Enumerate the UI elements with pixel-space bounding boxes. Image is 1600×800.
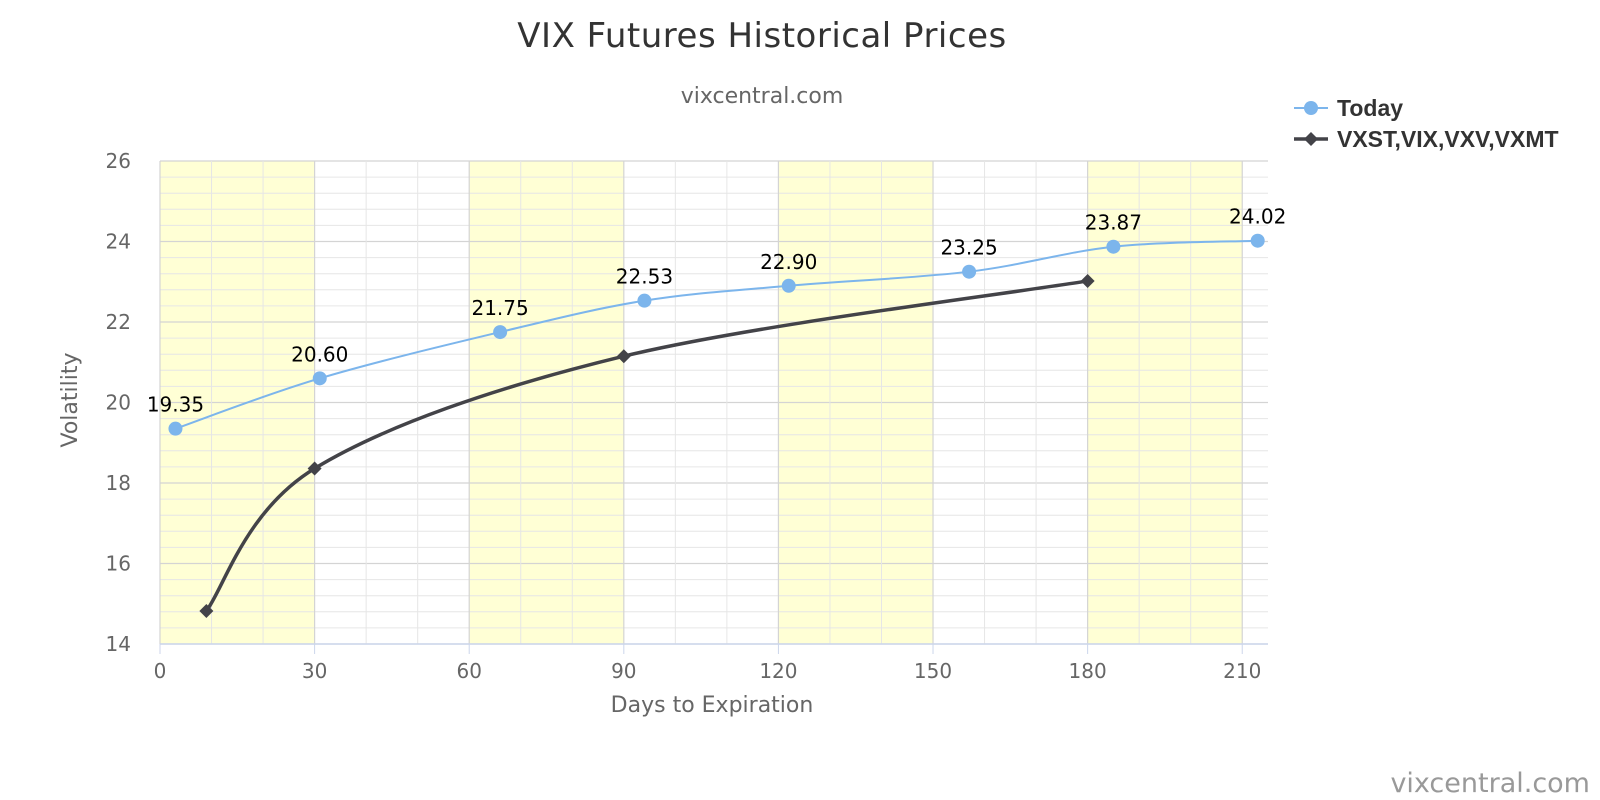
x-tick-label: 120: [759, 659, 797, 683]
data-point[interactable]: [616, 349, 631, 364]
x-tick-label: 30: [302, 659, 327, 683]
series-1: [199, 273, 1095, 618]
y-tick-label: 18: [106, 471, 131, 495]
data-point[interactable]: [781, 278, 796, 293]
axes: 0 30 60 90 120 150 180 210 14 16 18 20 22 24 26: [106, 149, 1268, 683]
data-label: 21.75: [471, 296, 528, 320]
data-point[interactable]: [637, 293, 652, 308]
x-tick-label: 0: [154, 659, 167, 683]
data-label: 24.02: [1229, 205, 1286, 229]
y-axis-title: Volatility: [58, 352, 83, 447]
y-tick-label: 16: [106, 552, 131, 576]
x-tick-label: 90: [611, 659, 636, 683]
legend-label: VXST,VIX,VXV,VXMT: [1337, 126, 1559, 152]
x-tick-label: 60: [456, 659, 481, 683]
x-tick-label: 210: [1223, 659, 1261, 683]
series-line: [175, 239, 1258, 430]
data-point[interactable]: [962, 264, 977, 279]
series-line: [204, 279, 1088, 613]
x-tick-label: 150: [914, 659, 952, 683]
data-point[interactable]: [199, 603, 214, 618]
y-tick-label: 24: [106, 230, 131, 254]
y-tick-label: 14: [106, 632, 131, 656]
y-tick-label: 22: [106, 310, 131, 334]
legend-item[interactable]: VXST,VIX,VXV,VXMT: [1294, 126, 1559, 152]
legend-diamond-icon: [1304, 132, 1318, 146]
y-tick-label: 26: [106, 149, 131, 173]
chart-credit: vixcentral.com: [1390, 768, 1590, 799]
data-label: 23.25: [940, 236, 997, 260]
x-axis-title: Days to Expiration: [611, 693, 814, 718]
legend-label: Today: [1337, 95, 1403, 121]
legend-circle-icon: [1304, 101, 1318, 115]
chart-title: VIX Futures Historical Prices: [517, 16, 1006, 56]
data-label: 19.35: [147, 393, 204, 417]
data-point[interactable]: [1080, 273, 1095, 288]
data-label: 22.90: [760, 250, 817, 274]
data-point[interactable]: [1106, 239, 1121, 254]
y-tick-label: 20: [106, 391, 131, 415]
data-point[interactable]: [1250, 233, 1265, 248]
data-point[interactable]: [493, 325, 508, 340]
series-0: 19.35 20.60 21.75 22.53 22.90 23.25 23.87 24.02: [147, 205, 1286, 436]
legend-item[interactable]: Today: [1294, 95, 1403, 121]
data-point[interactable]: [312, 371, 327, 386]
data-label: 23.87: [1085, 211, 1142, 235]
data-label: 20.60: [291, 342, 348, 366]
legend[interactable]: Today VXST,VIX,VXV,VXMT: [1294, 95, 1559, 152]
data-point[interactable]: [307, 461, 322, 476]
data-label: 22.53: [616, 265, 673, 289]
data-point[interactable]: [168, 421, 183, 436]
chart-subtitle: vixcentral.com: [681, 84, 844, 109]
x-tick-label: 180: [1069, 659, 1107, 683]
series-layer: 19.35 20.60 21.75 22.53 22.90 23.25 23.87 24.02: [147, 205, 1286, 618]
